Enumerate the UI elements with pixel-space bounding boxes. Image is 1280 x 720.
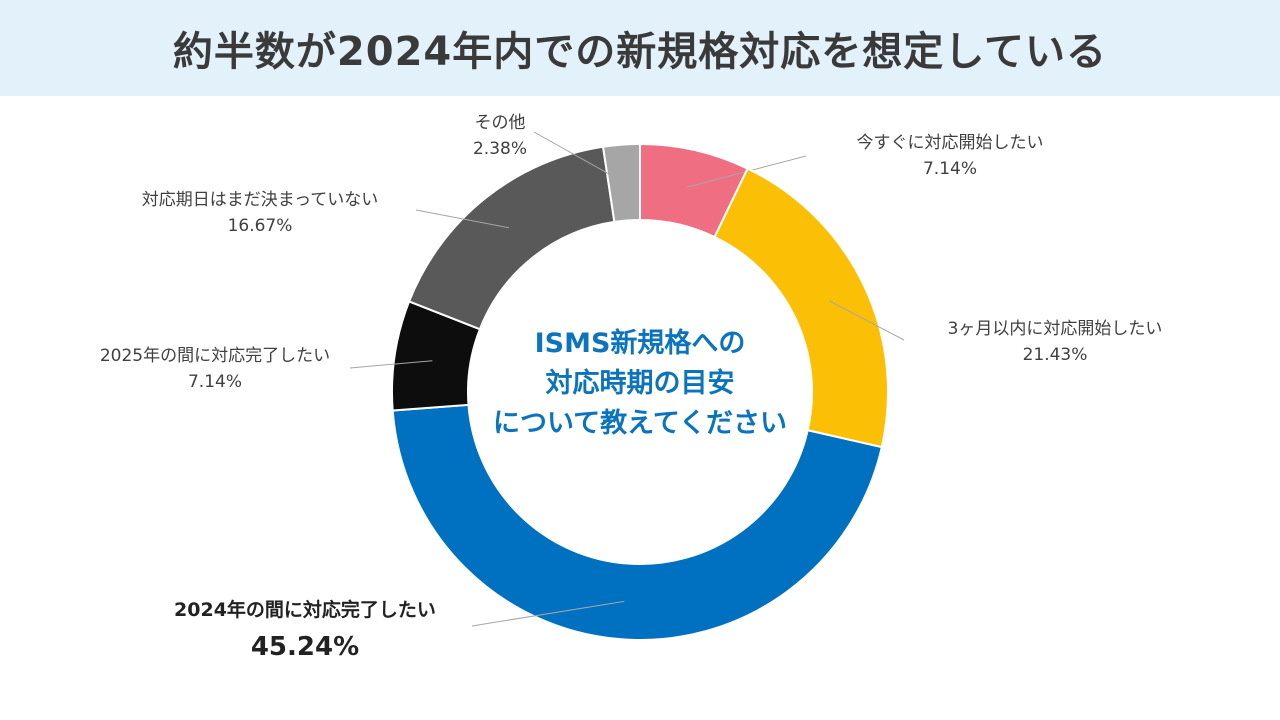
slice-within-3-months-leader-line bbox=[828, 300, 905, 341]
slice-label-text: 3ヶ月以内に対応開始したい bbox=[947, 319, 1163, 339]
chart-center-caption: ISMS新規格への 対応時期の目安 について教えてください bbox=[470, 324, 810, 444]
slice-label-value: 7.14% bbox=[187, 372, 242, 392]
slice-within-2025-leader-line bbox=[349, 360, 433, 369]
slice-label-other: その他 2.38% bbox=[430, 110, 570, 162]
slice-label-within-2024: 2024年の間に対応完了したい 45.24% bbox=[130, 595, 480, 669]
slice-label-text: 対応期日はまだ決まっていない bbox=[141, 190, 379, 210]
slice-label-value: 7.14% bbox=[922, 159, 977, 179]
slice-label-within-2025: 2025年の間に対応完了したい 7.14% bbox=[60, 343, 370, 395]
slice-within-2024 bbox=[391, 403, 883, 641]
slice-label-value: 2.38% bbox=[472, 139, 527, 159]
center-caption-line-1: ISMS新規格への bbox=[534, 328, 746, 359]
slice-undecided bbox=[407, 145, 616, 331]
slice-label-immediately: 今すぐに対応開始したい 7.14% bbox=[800, 130, 1100, 182]
slice-label-text: 2024年の間に対応完了したい bbox=[174, 599, 436, 621]
slice-label-text: 今すぐに対応開始したい bbox=[856, 133, 1044, 153]
slice-undecided-leader-line bbox=[415, 209, 510, 229]
slice-label-undecided: 対応期日はまだ決まっていない 16.67% bbox=[100, 187, 420, 239]
slice-within-2024-leader-line bbox=[471, 600, 625, 627]
slice-other-leader-line bbox=[533, 131, 625, 184]
center-caption-line-2: 対応時期の目安 bbox=[545, 368, 735, 399]
slice-label-value: 21.43% bbox=[1022, 345, 1088, 365]
slice-label-value: 16.67% bbox=[227, 216, 293, 236]
header-banner: 約半数が2024年内での新規格対応を想定している bbox=[0, 0, 1280, 96]
page-title: 約半数が2024年内での新規格対応を想定している bbox=[172, 29, 1108, 75]
center-caption-line-3: について教えてください bbox=[492, 408, 788, 439]
slice-label-value: 45.24% bbox=[250, 632, 360, 662]
slice-label-text: その他 bbox=[474, 113, 526, 133]
slice-label-within-3-months: 3ヶ月以内に対応開始したい 21.43% bbox=[905, 316, 1205, 368]
slice-other bbox=[601, 142, 641, 224]
slice-label-text: 2025年の間に対応完了したい bbox=[99, 346, 331, 366]
